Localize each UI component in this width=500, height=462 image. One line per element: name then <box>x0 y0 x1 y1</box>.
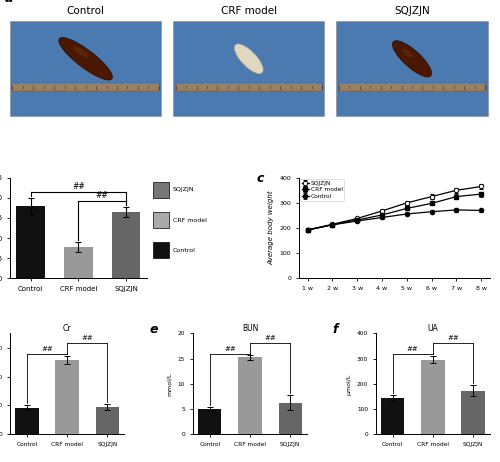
Y-axis label: Average body weight: Average body weight <box>268 191 274 265</box>
Text: Control: Control <box>173 248 196 253</box>
Bar <box>462 391 485 434</box>
Bar <box>15 408 38 434</box>
Title: Cr: Cr <box>63 324 72 334</box>
Text: f: f <box>332 323 338 336</box>
Y-axis label: mmol/L: mmol/L <box>167 372 172 395</box>
Text: a: a <box>5 0 14 5</box>
FancyBboxPatch shape <box>336 21 488 116</box>
Bar <box>421 360 444 434</box>
FancyBboxPatch shape <box>173 21 324 116</box>
Text: ##: ## <box>41 346 53 352</box>
Text: e: e <box>150 323 158 336</box>
Bar <box>64 247 92 279</box>
Ellipse shape <box>234 44 263 73</box>
Title: UA: UA <box>428 324 438 334</box>
Ellipse shape <box>59 37 112 80</box>
Bar <box>56 360 79 434</box>
Text: ##: ## <box>72 182 85 190</box>
Text: ##: ## <box>82 335 93 341</box>
Text: ##: ## <box>224 346 235 352</box>
Text: CRF model: CRF model <box>220 6 277 16</box>
Ellipse shape <box>74 46 88 57</box>
FancyBboxPatch shape <box>10 21 161 116</box>
Y-axis label: μmol/L: μmol/L <box>346 373 352 395</box>
FancyBboxPatch shape <box>152 182 170 198</box>
Text: SQJZJN: SQJZJN <box>394 6 430 16</box>
Text: SQJZJN: SQJZJN <box>173 187 195 192</box>
Text: ##: ## <box>407 346 418 352</box>
Bar <box>16 206 45 279</box>
FancyBboxPatch shape <box>152 242 170 258</box>
Ellipse shape <box>392 41 432 77</box>
Bar <box>238 357 262 434</box>
Text: c: c <box>257 171 264 185</box>
Text: CRF model: CRF model <box>173 218 206 223</box>
FancyBboxPatch shape <box>176 84 322 91</box>
Text: Control: Control <box>66 6 104 16</box>
Bar <box>198 409 222 434</box>
Legend: SQJZJN, CRF model, Control: SQJZJN, CRF model, Control <box>300 179 344 201</box>
Bar <box>96 407 119 434</box>
Bar <box>381 398 404 434</box>
Title: BUN: BUN <box>242 324 258 334</box>
Text: ##: ## <box>264 335 276 341</box>
FancyBboxPatch shape <box>339 84 485 91</box>
FancyBboxPatch shape <box>12 84 159 91</box>
Text: ##: ## <box>447 335 459 341</box>
Ellipse shape <box>402 49 412 58</box>
Text: ##: ## <box>96 191 108 200</box>
Bar <box>112 212 140 279</box>
Bar <box>278 402 302 434</box>
FancyBboxPatch shape <box>152 212 170 228</box>
